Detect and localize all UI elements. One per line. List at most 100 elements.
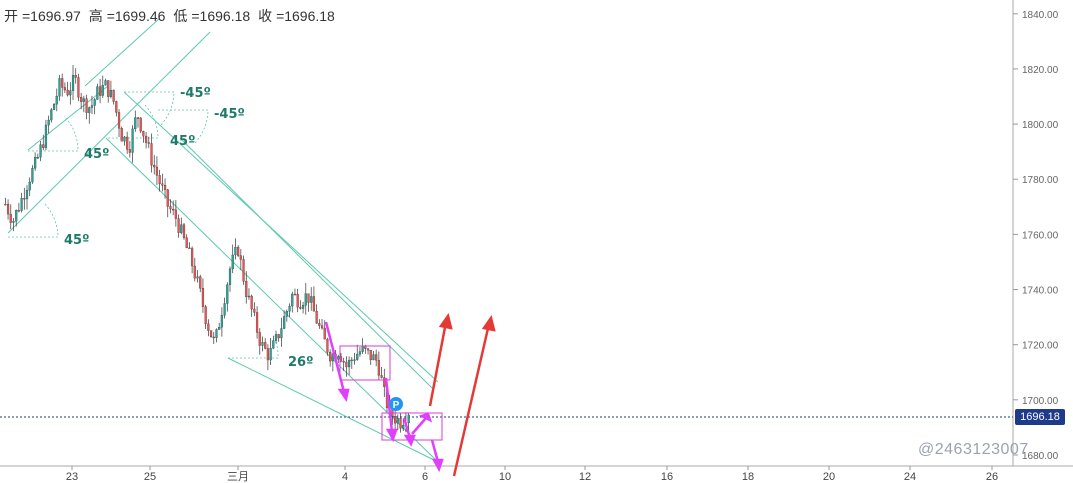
candle-body [17,210,20,212]
candle-body [269,348,272,361]
candle-body [117,112,121,129]
x-tick-label: 25 [144,471,156,483]
candle-body [285,311,288,317]
candle-body [320,325,324,329]
close-value: =1696.18 [276,8,335,24]
candle-body [247,295,251,298]
angle-label: -45º [214,107,245,122]
candle-body [288,305,291,312]
candle-body [185,237,188,249]
position-marker[interactable]: P [389,397,403,411]
open-label: 开 [4,8,18,24]
x-tick-label: 三月 [227,471,249,483]
candle-body [88,107,91,113]
candle-body [136,117,140,119]
downtrend-channel-mid [179,137,433,389]
candle-body [4,203,7,206]
uptrend-channel-mid [27,85,109,151]
candle-body [39,144,42,158]
candle-body [201,288,205,307]
candle-body [109,89,113,97]
candle-body [12,221,15,223]
candlestick-series [4,65,410,434]
candle-body [245,281,248,297]
candle-body [310,296,313,303]
candle-body [166,189,169,207]
candle-body [80,97,83,102]
x-tick-label: 12 [579,471,591,483]
candle-body [158,175,161,184]
x-tick-label: 6 [422,471,428,483]
candle-body [28,181,31,191]
candle-body [226,284,229,304]
candle-body [237,247,240,256]
candle-body [58,78,61,97]
candle-body [123,136,126,142]
downtrend-channel-upper [123,91,439,383]
candle-body [112,89,115,102]
x-tick-label: 10 [499,471,511,483]
y-tick-label: 1840.00 [1022,10,1059,21]
candle-body [331,353,334,362]
candle-body [101,85,104,96]
candle-body [312,296,316,312]
x-axis-ticks: 23 25 三月 4 6 10 12 16 18 20 24 26 [66,466,998,483]
y-tick-label: 1740.00 [1022,286,1059,297]
candle-body [228,268,232,285]
candle-body [261,342,264,346]
projection-arrows-pink [324,321,444,473]
candle-body [307,293,310,303]
angle-arc-3 [124,91,175,127]
candle-body [142,130,145,137]
angle-label: 45º [170,134,195,149]
candle-body [85,98,88,113]
candle-body [15,210,18,222]
candle-body [337,356,340,360]
high-value: =1699.46 [106,8,166,24]
candle-body [375,354,378,361]
angle-label: 45º [84,147,109,162]
candle-body [31,168,34,183]
candle-body [153,164,156,168]
watermark: @2463123007 [918,441,1029,458]
angle-arc-2 [28,115,79,152]
y-tick-label: 1700.00 [1022,396,1059,407]
angle-arc-5 [108,103,159,139]
candle-body [191,248,194,267]
candle-body [272,340,275,349]
candle-body [131,128,134,153]
candle-body [283,316,286,329]
candle-body [323,327,326,340]
angle-guides [8,91,279,359]
candle-body [234,247,237,256]
candle-body [155,166,159,176]
position-marker-circle [389,397,403,411]
angle-arc-4 [158,109,209,145]
y-tick-label: 1780.00 [1022,175,1059,186]
candle-body [61,78,64,88]
y-tick-label: 1760.00 [1022,230,1059,241]
angle-label: 26º [288,355,313,370]
candle-body [196,276,199,279]
candle-body [25,189,29,200]
arrow-head [481,315,496,332]
candle-body [90,105,94,108]
close-label: 收 [258,8,273,24]
candle-body [128,149,131,153]
candle-body [304,293,307,306]
candle-body [134,117,137,130]
candle-body [147,142,150,144]
candle-body [50,109,53,121]
candle-body [69,90,72,96]
projection-arrows-red [428,313,496,477]
angle-arc-1 [8,202,59,238]
candle-body [356,354,359,360]
candle-body [74,75,77,78]
candle-body [120,128,123,142]
candle-body [93,99,96,106]
candle-body [139,117,142,132]
candle-body [377,360,380,376]
candle-body [34,157,37,169]
arrow-head [337,388,350,403]
